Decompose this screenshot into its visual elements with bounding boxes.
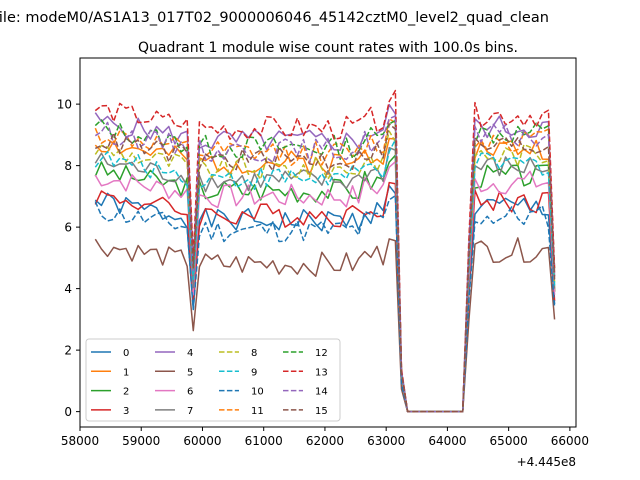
y-tick-label: 2 xyxy=(64,344,72,358)
x-tick-label: 66000 xyxy=(551,434,589,448)
chart-title: Quadrant 1 module wise count rates with … xyxy=(138,40,518,56)
series-line-9 xyxy=(94,138,556,413)
legend-label-10: 10 xyxy=(251,387,264,398)
x-tick-label: 64000 xyxy=(428,434,466,448)
series-line-11 xyxy=(94,118,556,413)
legend-label-13: 13 xyxy=(315,367,328,378)
y-tick-label: 4 xyxy=(64,282,72,296)
series-line-4 xyxy=(94,103,556,413)
series-layer xyxy=(94,89,556,413)
y-tick-label: 10 xyxy=(57,98,72,112)
legend-label-15: 15 xyxy=(315,406,328,417)
series-line-1 xyxy=(94,137,556,413)
legend-label-11: 11 xyxy=(251,406,264,417)
legend-label-0: 0 xyxy=(123,348,129,359)
legend-label-8: 8 xyxy=(251,348,257,359)
legend-label-2: 2 xyxy=(123,387,129,398)
x-axis: 58000 59000 60000 61000 62000 63000 64000 65000… xyxy=(61,427,589,448)
series-line-6 xyxy=(94,160,556,413)
x-tick-label: 60000 xyxy=(183,434,221,448)
legend-label-6: 6 xyxy=(187,387,193,398)
legend-label-14: 14 xyxy=(315,387,328,398)
x-tick-label: 63000 xyxy=(367,434,405,448)
y-axis: 0 2 4 6 8 10 xyxy=(57,98,80,419)
figure-suptitle: n file: modeM0/AS1A13_017T02_9000006046_… xyxy=(0,10,549,26)
x-tick-label: 65000 xyxy=(490,434,528,448)
series-line-5 xyxy=(94,237,556,413)
legend-label-4: 4 xyxy=(187,348,193,359)
series-line-3 xyxy=(94,181,556,413)
legend-label-5: 5 xyxy=(187,367,193,378)
series-line-12 xyxy=(94,119,556,413)
series-line-8 xyxy=(94,130,556,413)
series-line-2 xyxy=(94,154,556,413)
legend-label-7: 7 xyxy=(187,406,193,417)
y-tick-label: 8 xyxy=(64,159,72,173)
plot-frame xyxy=(79,57,577,428)
axis-offset-text: +4.445e8 xyxy=(517,455,576,469)
x-tick-label: 62000 xyxy=(306,434,344,448)
y-tick-label: 6 xyxy=(64,221,72,235)
x-tick-label: 59000 xyxy=(122,434,160,448)
series-line-14 xyxy=(94,115,556,413)
legend-label-1: 1 xyxy=(123,367,129,378)
y-tick-label: 0 xyxy=(64,405,72,419)
series-line-10 xyxy=(94,194,556,413)
x-tick-label: 61000 xyxy=(245,434,283,448)
legend-box xyxy=(85,338,341,422)
legend-label-9: 9 xyxy=(251,367,257,378)
legend-label-12: 12 xyxy=(315,348,328,359)
series-line-13 xyxy=(94,89,556,413)
legend-label-3: 3 xyxy=(123,406,129,417)
series-line-0 xyxy=(94,184,556,413)
series-line-15 xyxy=(94,123,556,413)
x-tick-label: 58000 xyxy=(61,434,99,448)
